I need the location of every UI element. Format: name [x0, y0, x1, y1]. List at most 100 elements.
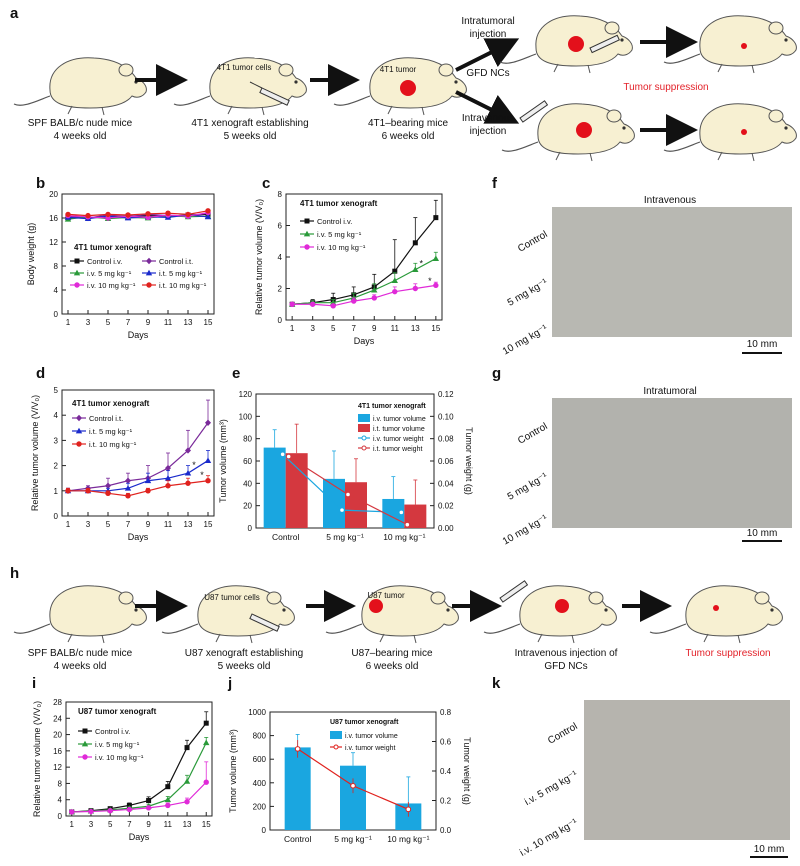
photo-panel-k: Control i.v. 5 mg kg⁻¹ i.v. 10 mg kg⁻¹ 1… — [518, 700, 790, 859]
data-point — [371, 295, 377, 301]
tumor-photo — [584, 700, 790, 840]
y2-tick-label: 0.8 — [440, 708, 452, 717]
data-point — [65, 211, 71, 218]
data-point — [145, 805, 152, 811]
x-tick-label: 9 — [146, 820, 151, 829]
data-point — [76, 441, 82, 447]
y-tick-label: 0 — [58, 812, 63, 821]
data-point — [205, 419, 211, 426]
category-label: 10 mg kg⁻¹ — [383, 532, 425, 542]
data-point — [74, 282, 80, 288]
data-point — [85, 488, 91, 494]
x-tick-label: 15 — [431, 324, 440, 333]
data-point — [88, 808, 94, 815]
x-tick-label: 11 — [164, 318, 173, 327]
legend-swatch — [358, 424, 370, 432]
arrow-icon — [455, 38, 520, 72]
schema-h-tumor-tag: U87 tumor — [367, 591, 405, 600]
schema-h-step4-line2: GFD NCs — [544, 661, 587, 672]
schema-h-step2-line1: U87 xenograft establishing — [185, 648, 303, 659]
data-point — [76, 414, 82, 422]
legend-label: i.v. tumor volume — [373, 416, 426, 423]
x-tick-label: 7 — [126, 520, 131, 529]
y2-axis-label: Tumor weight (g) — [464, 427, 474, 495]
legend-marker — [333, 744, 339, 750]
panel-letter-h: h — [10, 565, 19, 582]
legend-label: i.t. 5 mg kg⁻¹ — [159, 269, 203, 278]
x-tick-label: 1 — [66, 520, 71, 529]
x-tick-label: 11 — [164, 820, 173, 829]
legend-label: i.v. 10 mg kg⁻¹ — [317, 243, 366, 252]
photo-f-title: Intravenous — [644, 195, 696, 206]
y-tick-label: 20 — [49, 190, 58, 199]
y2-axis-label: Tumor weight (g) — [462, 737, 472, 805]
tumor-icon — [568, 36, 584, 52]
data-point — [105, 490, 111, 497]
data-point — [82, 728, 88, 734]
chart-annotation: 4T1 tumor xenograft — [358, 403, 426, 410]
legend-label: i.t. tumor volume — [373, 426, 425, 433]
chart-annotation: U87 tumor xenograft — [330, 719, 399, 726]
y-tick-label: 0 — [262, 826, 267, 835]
data-point — [165, 464, 171, 472]
data-point — [350, 782, 356, 789]
y-axis-label: Relative tumor volume (V/V₀) — [32, 701, 42, 817]
x-tick-label: 13 — [411, 324, 420, 333]
tumor-icon — [555, 599, 569, 613]
mouse-illustration — [663, 15, 797, 74]
data-point — [405, 806, 412, 813]
y-axis-label: Body weight (g) — [26, 223, 36, 286]
x-tick-label: 7 — [352, 324, 357, 333]
photo-k-row-label: i.v. 10 mg kg⁻¹ — [518, 817, 580, 859]
data-point — [125, 493, 131, 499]
significance-marker: * — [200, 470, 204, 480]
data-point — [204, 457, 212, 463]
schema-h-step4-line1: Intravenous injection of — [515, 648, 618, 659]
series-line — [67, 422, 209, 492]
data-point — [294, 746, 301, 752]
x-tick-label: 3 — [89, 820, 94, 829]
x-axis-label: Days — [128, 532, 149, 542]
bar — [285, 453, 308, 528]
bar — [323, 478, 345, 528]
y-tick-label: 20 — [243, 502, 252, 511]
data-point — [126, 806, 133, 813]
data-point — [185, 211, 191, 218]
x-tick-label: 15 — [202, 820, 211, 829]
series-line — [292, 258, 437, 305]
tumor-icon — [400, 80, 416, 96]
bar — [340, 765, 366, 830]
data-point — [205, 208, 211, 214]
data-point — [184, 799, 190, 805]
data-point — [146, 257, 152, 265]
photo-k-scale: 10 mm — [754, 844, 785, 855]
y-tick-label: 4 — [58, 796, 63, 805]
data-point — [412, 266, 419, 272]
tumor-photo — [552, 207, 792, 337]
series-line — [71, 722, 207, 813]
data-point — [204, 213, 212, 220]
legend-swatch — [330, 731, 342, 739]
schema-h-step3-line1: U87–bearing mice — [351, 648, 433, 659]
y-tick-label: 8 — [278, 190, 283, 199]
data-point — [184, 745, 190, 751]
schema-a-route-it-line2: injection — [470, 29, 507, 40]
y-tick-label: 1000 — [248, 708, 266, 717]
tumor-icon — [741, 43, 747, 49]
data-point — [289, 301, 295, 307]
data-point — [203, 779, 209, 785]
plot-frame — [65, 701, 213, 817]
y-tick-label: 28 — [53, 698, 62, 707]
schema-a-step3-line1: 4T1–bearing mice — [368, 118, 448, 129]
legend-label: i.v. 10 mg kg⁻¹ — [95, 753, 144, 762]
x-axis-label: Days — [354, 336, 375, 346]
y-tick-label: 200 — [253, 802, 267, 811]
y2-tick-label: 0.12 — [438, 390, 454, 399]
y-tick-label: 3 — [54, 436, 59, 445]
schema-h-step1-line1: SPF BALB/c nude mice — [28, 648, 133, 659]
panel-letter-b: b — [36, 175, 45, 192]
schema-a-tumor-tag: 4T1 tumor — [380, 65, 417, 74]
panel-letter-k: k — [492, 675, 501, 692]
data-point — [105, 482, 111, 489]
